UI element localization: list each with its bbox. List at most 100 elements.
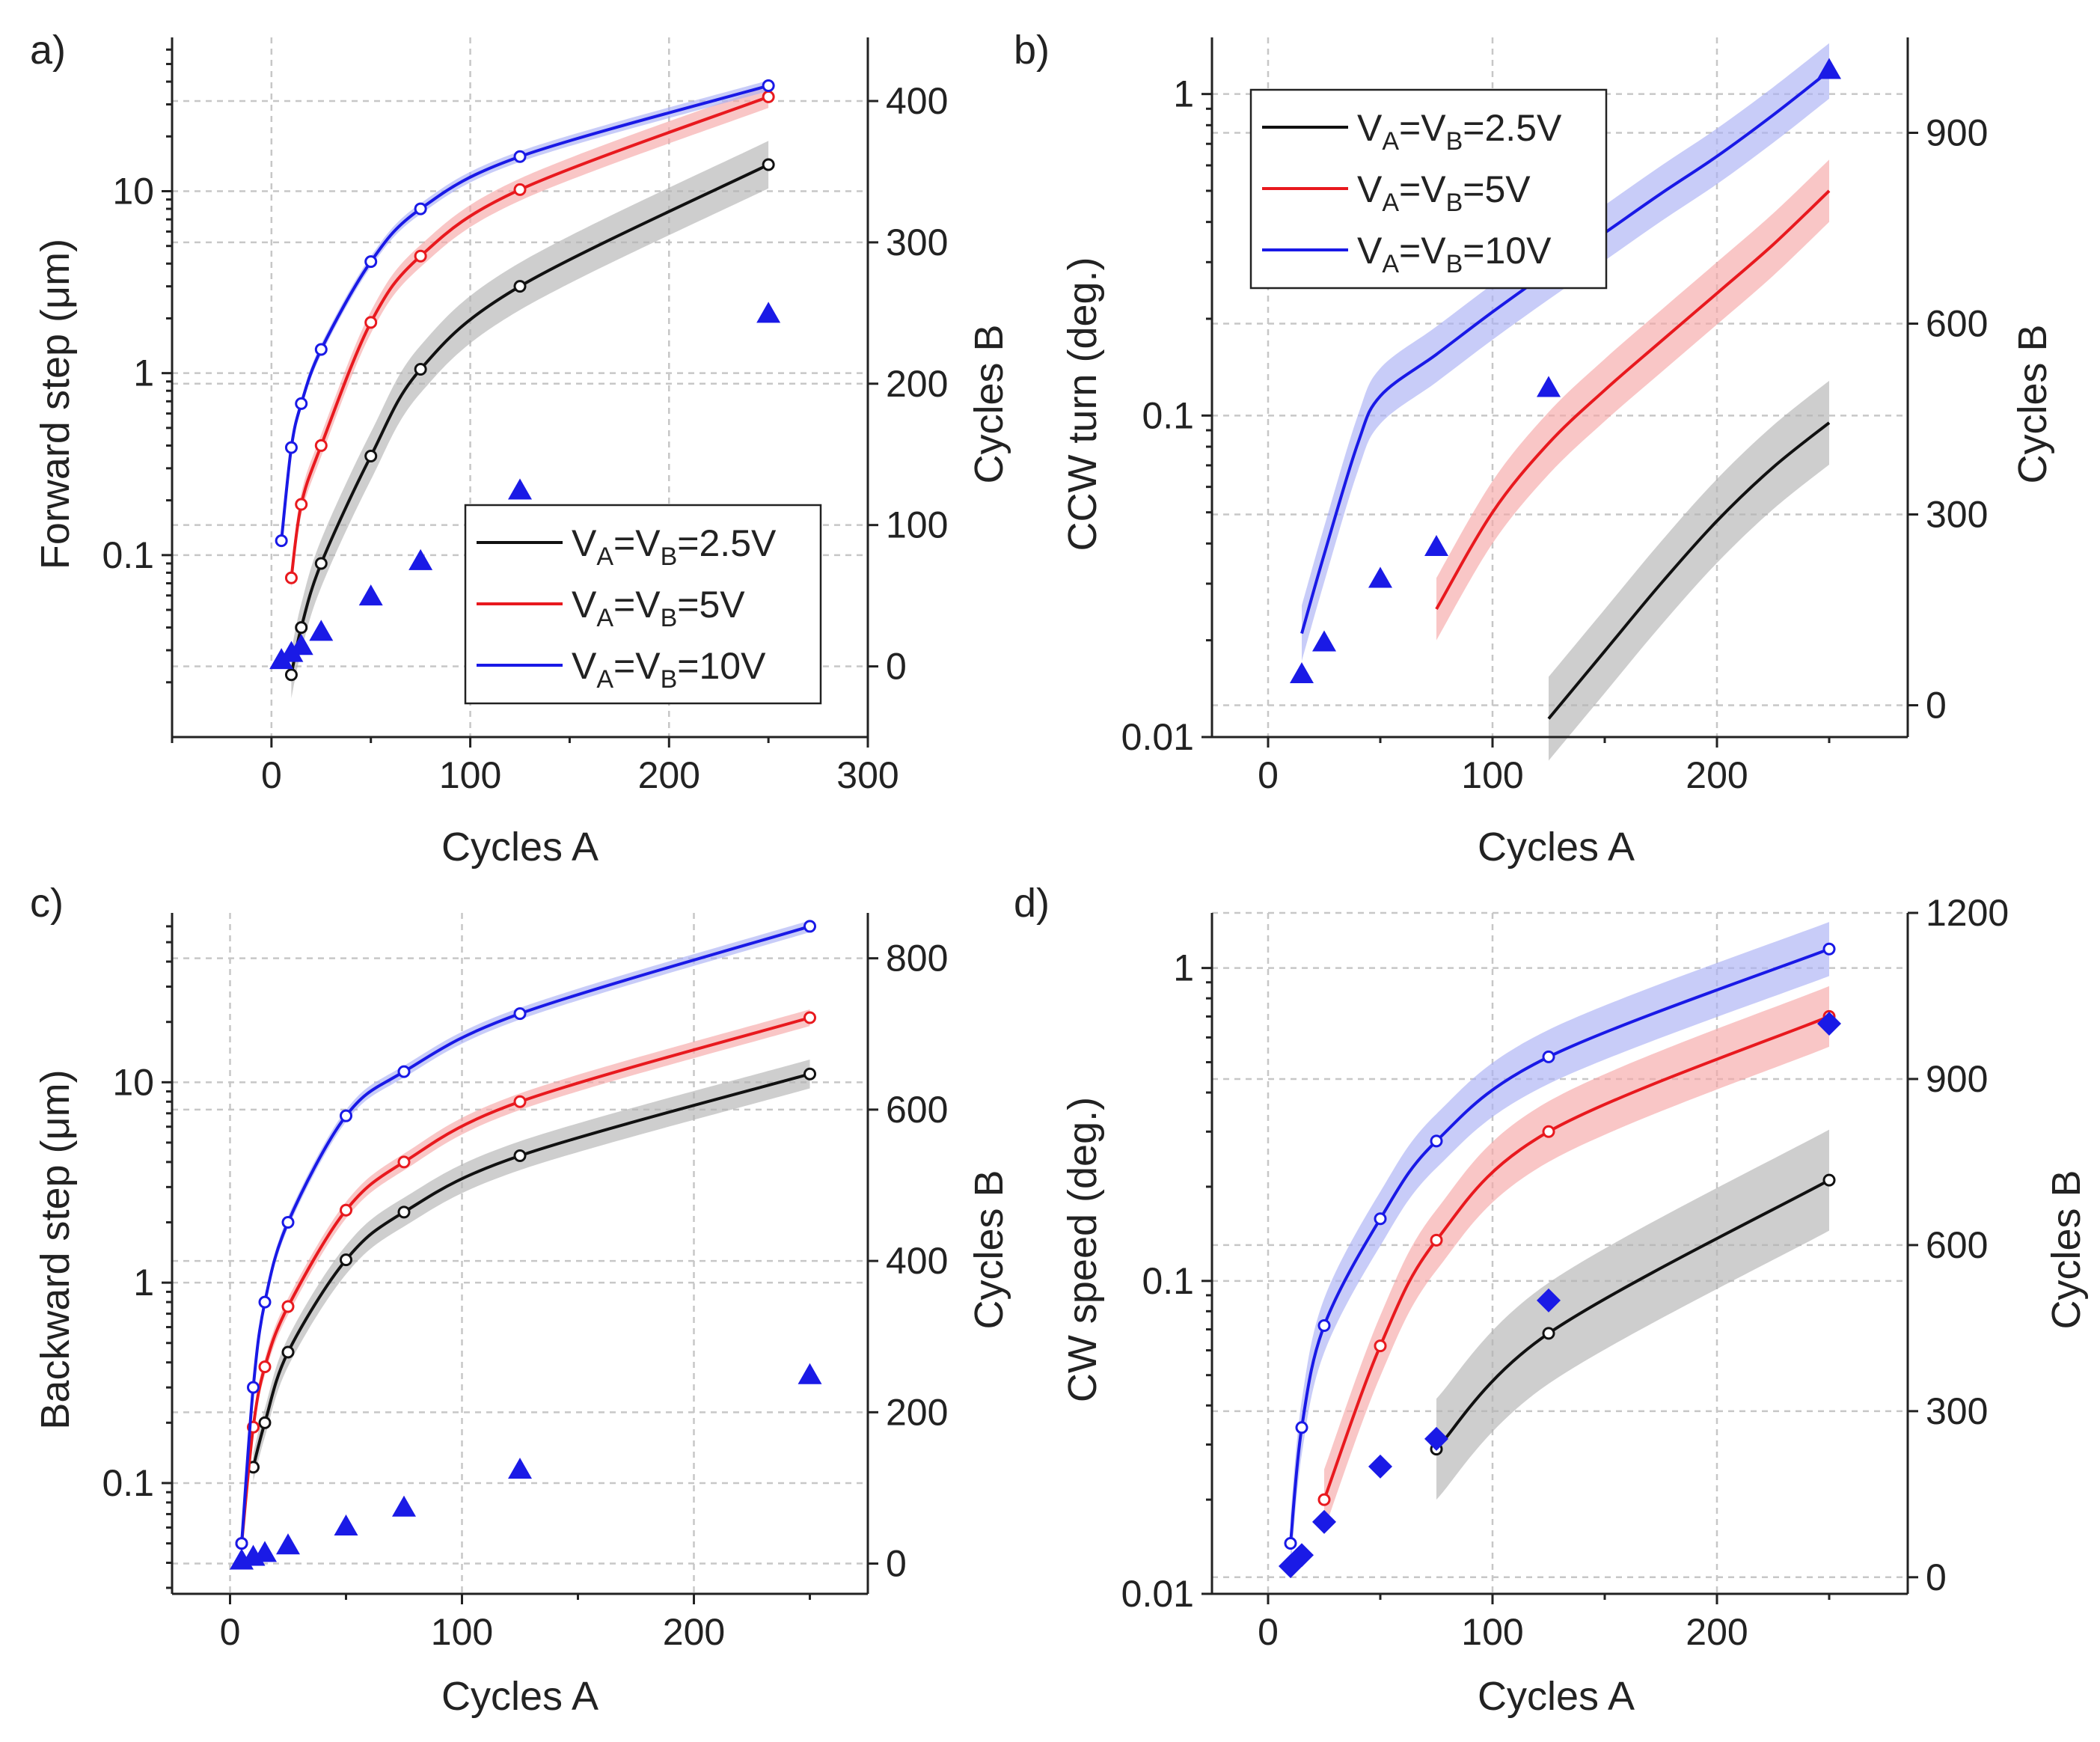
data-point	[314, 343, 328, 356]
x-tick-label: 0	[1258, 1611, 1279, 1653]
confidence-band-1	[1324, 985, 1829, 1530]
data-point	[284, 441, 298, 454]
y2-tick-label: 400	[886, 80, 948, 122]
legend-label: VA=VB=10V	[572, 645, 766, 694]
data-point	[235, 1537, 248, 1550]
data-point	[1317, 1493, 1331, 1506]
x-tick-label: 100	[1461, 1611, 1523, 1653]
x-tick-label: 200	[1686, 1611, 1748, 1653]
y-tick-label: 0.01	[1121, 716, 1194, 758]
panel-label: c)	[30, 881, 64, 926]
data-point	[364, 316, 378, 329]
y2-tick-label: 600	[886, 1089, 948, 1131]
x-tick-label: 200	[1686, 754, 1748, 796]
y-tick-label: 0.01	[1121, 1573, 1194, 1615]
data-point	[258, 1360, 272, 1374]
data-point	[762, 158, 775, 171]
series-line-1	[1323, 1015, 1830, 1500]
data-point	[803, 920, 816, 933]
cycles-b-marker	[289, 634, 313, 655]
confidence-band-0	[253, 1060, 810, 1482]
series-line-0	[290, 163, 769, 676]
cycles-b-marker	[276, 1533, 300, 1555]
data-point	[364, 450, 378, 463]
y2-tick-label: 300	[1926, 494, 1988, 536]
x-tick-label: 0	[1258, 754, 1279, 796]
data-point	[1374, 1212, 1387, 1226]
data-point	[803, 1067, 816, 1081]
data-point	[397, 1205, 411, 1219]
x-tick-label: 100	[439, 754, 501, 796]
data-point	[762, 90, 775, 103]
series-line-0	[1435, 1179, 1830, 1450]
y-axis-label: Forward step (μm)	[33, 239, 78, 569]
legend-label: VA=VB=2.5V	[1357, 107, 1562, 156]
data-point	[340, 1253, 352, 1267]
y2-tick-label: 200	[886, 1391, 948, 1433]
data-point	[284, 571, 298, 584]
data-point	[364, 255, 378, 269]
legend-label: VA=VB=10V	[1357, 230, 1552, 278]
y-tick-label: 10	[112, 170, 154, 212]
data-point	[414, 249, 427, 263]
y2-tick-label: 300	[886, 221, 948, 263]
data-point	[1542, 1327, 1555, 1340]
y-axis-label: CW speed (deg.)	[1060, 1097, 1105, 1402]
cycles-b-marker	[358, 584, 383, 606]
y-tick-label: 1	[133, 352, 154, 394]
data-point	[281, 1300, 295, 1313]
data-point	[295, 621, 308, 635]
y2-tick-label: 400	[886, 1240, 948, 1282]
series-line-0	[1547, 421, 1831, 720]
y2-axis-label: Cycles B	[2010, 324, 2055, 483]
y-tick-label: 1	[133, 1262, 154, 1304]
x-tick-label: 200	[638, 754, 700, 796]
data-point	[513, 150, 527, 163]
data-point	[1374, 1339, 1387, 1353]
y2-axis-label: Cycles B	[2044, 1170, 2089, 1329]
cycles-b-marker	[756, 302, 781, 323]
confidence-band-0	[1549, 380, 1829, 761]
data-point	[414, 363, 427, 376]
x-tick-label: 100	[431, 1611, 493, 1653]
cycles-b-marker	[253, 1541, 277, 1562]
cycles-b-marker	[798, 1363, 822, 1384]
y-tick-label: 10	[112, 1061, 154, 1103]
confidence-band-0	[1436, 1129, 1829, 1500]
y2-tick-label: 0	[886, 1543, 907, 1585]
data-point	[397, 1155, 411, 1169]
y2-tick-label: 800	[886, 938, 948, 980]
data-point	[1284, 1537, 1297, 1550]
series-line-0	[251, 1072, 811, 1468]
y2-tick-label: 0	[886, 646, 907, 688]
y2-tick-label: 300	[1926, 1390, 1988, 1432]
cycles-b-marker	[1312, 1509, 1336, 1534]
y-tick-label: 0.1	[102, 1462, 154, 1504]
cycles-b-marker	[1817, 58, 1841, 79]
x-tick-label: 0	[220, 1611, 241, 1653]
y-tick-label: 0.1	[1142, 394, 1194, 436]
x-tick-label: 200	[663, 1611, 725, 1653]
data-point	[275, 534, 288, 548]
panel-label: b)	[1014, 28, 1050, 73]
data-point	[1822, 942, 1836, 956]
panel-d: d) 0 100 200 0.01 0.1 1 0 300 600 900 1200 Cycles …	[1014, 881, 2089, 1719]
data-point	[284, 668, 298, 682]
x-tick-label: 0	[261, 754, 282, 796]
cycles-b-marker	[1424, 535, 1448, 556]
cycles-b-marker	[309, 620, 334, 641]
cycles-b-marker	[1817, 1011, 1841, 1036]
data-point	[513, 1149, 527, 1162]
data-point	[247, 1381, 260, 1394]
panel-label: d)	[1014, 881, 1050, 926]
y-tick-label: 0.1	[1142, 1260, 1194, 1302]
y2-tick-label: 1200	[1926, 892, 2009, 934]
cycles-b-marker	[1424, 1426, 1448, 1451]
panel-b: b) 0 100 200 0.01 0.1 1 0 300 600 900 VA=VB=2.5V V…	[1014, 28, 2055, 870]
cycles-b-marker	[508, 478, 532, 500]
x-tick-label: 100	[1461, 754, 1523, 796]
data-point	[1430, 1134, 1443, 1148]
